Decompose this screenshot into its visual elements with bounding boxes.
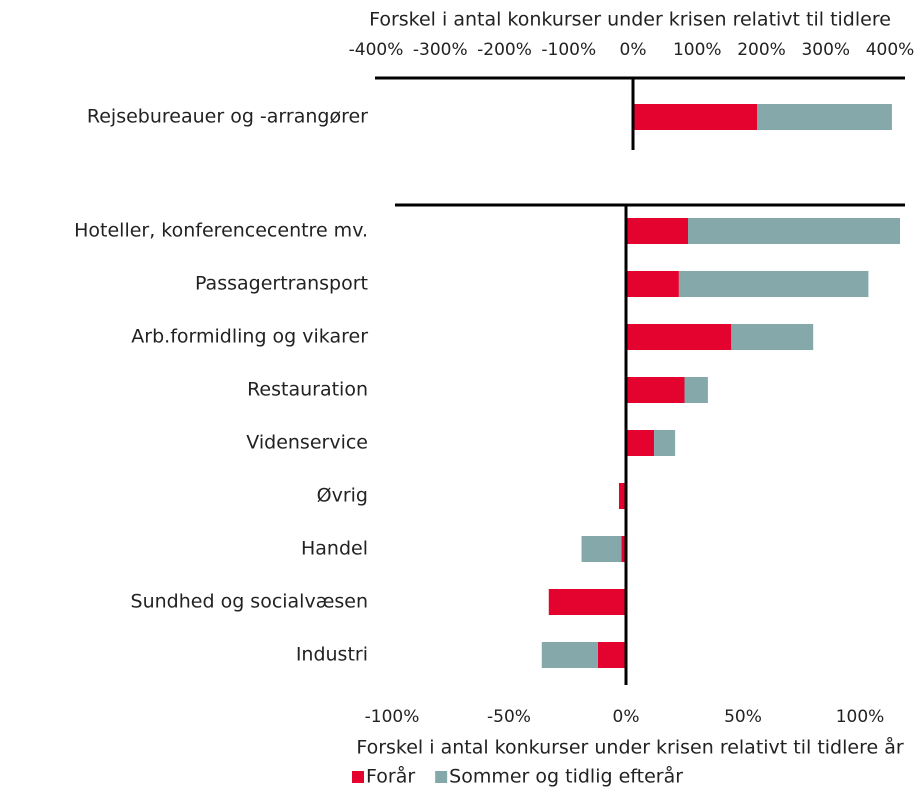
category-label: Videnservice (246, 432, 368, 454)
x-tick-label: 400% (866, 40, 915, 60)
bar (684, 377, 708, 403)
bar (548, 589, 626, 615)
bar (626, 430, 655, 456)
x-axis-title: Forskel i antal konkurser under krisen r… (356, 736, 904, 759)
bar (626, 324, 732, 350)
x-tick-label: 100% (836, 707, 885, 727)
bar (541, 642, 598, 668)
bar (678, 271, 869, 297)
legend-swatch (352, 771, 364, 783)
bar (618, 483, 626, 509)
category-label: Øvrig (317, 485, 368, 507)
x-tick-label: -400% (349, 40, 404, 60)
x-tick-label: -300% (413, 40, 468, 60)
x-axis-title: Forskel i antal konkurser under krisen r… (369, 9, 891, 31)
x-tick-label: -50% (487, 707, 531, 727)
category-label: Sundhed og socialvæsen (131, 591, 368, 613)
x-tick-label: -200% (477, 40, 532, 60)
x-tick-label: 0% (613, 707, 640, 727)
bar (633, 104, 758, 130)
bar (688, 218, 901, 244)
x-tick-label: 50% (724, 707, 762, 727)
x-tick-label: -100% (541, 40, 596, 60)
x-tick-label: 300% (801, 40, 850, 60)
category-label: Hoteller, konferencecentre mv. (74, 220, 368, 242)
bar (621, 536, 626, 562)
bar (654, 430, 676, 456)
bar (597, 642, 626, 668)
bar (731, 324, 814, 350)
category-label: Industri (296, 644, 368, 666)
x-tick-label: 100% (673, 40, 722, 60)
category-label: Passagertransport (195, 273, 368, 295)
legend-swatch (435, 771, 448, 783)
bar (626, 218, 689, 244)
category-label: Rejsebureauer og -arrangører (87, 106, 368, 128)
bar (626, 271, 679, 297)
x-tick-label: 0% (620, 40, 647, 60)
category-label: Arb.formidling og vikarer (131, 326, 368, 348)
bar (626, 377, 685, 403)
category-label: Handel (301, 538, 368, 560)
legend-label: Forår (366, 765, 415, 788)
bar (757, 104, 892, 130)
x-tick-label: 200% (737, 40, 786, 60)
category-label: Restauration (247, 379, 368, 401)
legend-label: Sommer og tidlig efterår (449, 765, 683, 788)
bar (581, 536, 622, 562)
x-tick-label: -100% (365, 707, 420, 727)
